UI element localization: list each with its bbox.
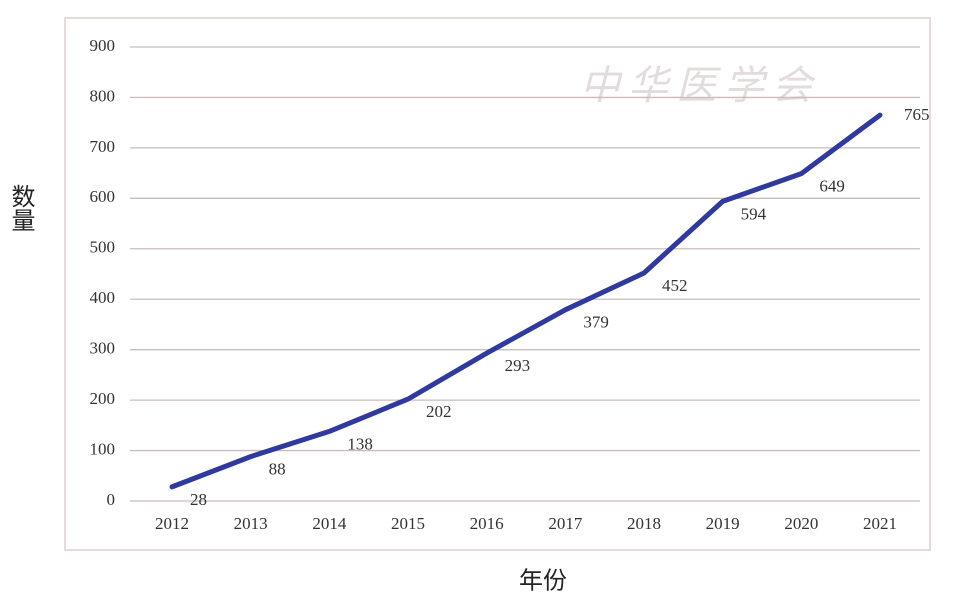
y-tick-label: 800 xyxy=(90,86,116,105)
data-label: 765 xyxy=(904,105,930,124)
x-tick-label: 2018 xyxy=(627,514,661,533)
x-tick-label: 2017 xyxy=(548,514,583,533)
x-tick-label: 2021 xyxy=(863,514,897,533)
x-tick-label: 2020 xyxy=(784,514,818,533)
y-tick-label: 0 xyxy=(107,490,116,509)
watermark: 中华医学会 xyxy=(580,63,820,108)
x-tick-label: 2013 xyxy=(234,514,268,533)
y-tick-label: 900 xyxy=(90,36,116,55)
data-label: 138 xyxy=(347,434,373,453)
x-tick-label: 2019 xyxy=(706,514,740,533)
y-tick-label: 600 xyxy=(90,187,116,206)
y-tick-label: 200 xyxy=(90,389,116,408)
x-tick-label: 2016 xyxy=(470,514,504,533)
chart-frame xyxy=(64,17,931,551)
y-tick-label: 400 xyxy=(90,288,116,307)
data-label: 594 xyxy=(741,204,767,223)
x-tick-label: 2012 xyxy=(155,514,189,533)
y-axis-label: 数量 xyxy=(7,184,35,232)
x-axis-label: 年份 xyxy=(519,568,567,595)
data-label: 293 xyxy=(505,356,530,375)
data-label: 379 xyxy=(583,313,609,332)
y-tick-label: 500 xyxy=(90,238,116,257)
data-line xyxy=(169,112,883,490)
y-tick-label: 300 xyxy=(90,339,116,358)
y-tick-label: 700 xyxy=(90,137,116,156)
data-label: 452 xyxy=(662,276,688,295)
y-tick-label: 100 xyxy=(90,439,116,458)
x-tick-label: 2015 xyxy=(391,514,425,533)
data-label: 202 xyxy=(426,402,452,421)
x-tick-label: 2014 xyxy=(312,514,347,533)
data-label: 28 xyxy=(190,490,207,509)
data-label: 649 xyxy=(819,177,845,196)
data-label: 88 xyxy=(269,460,286,479)
